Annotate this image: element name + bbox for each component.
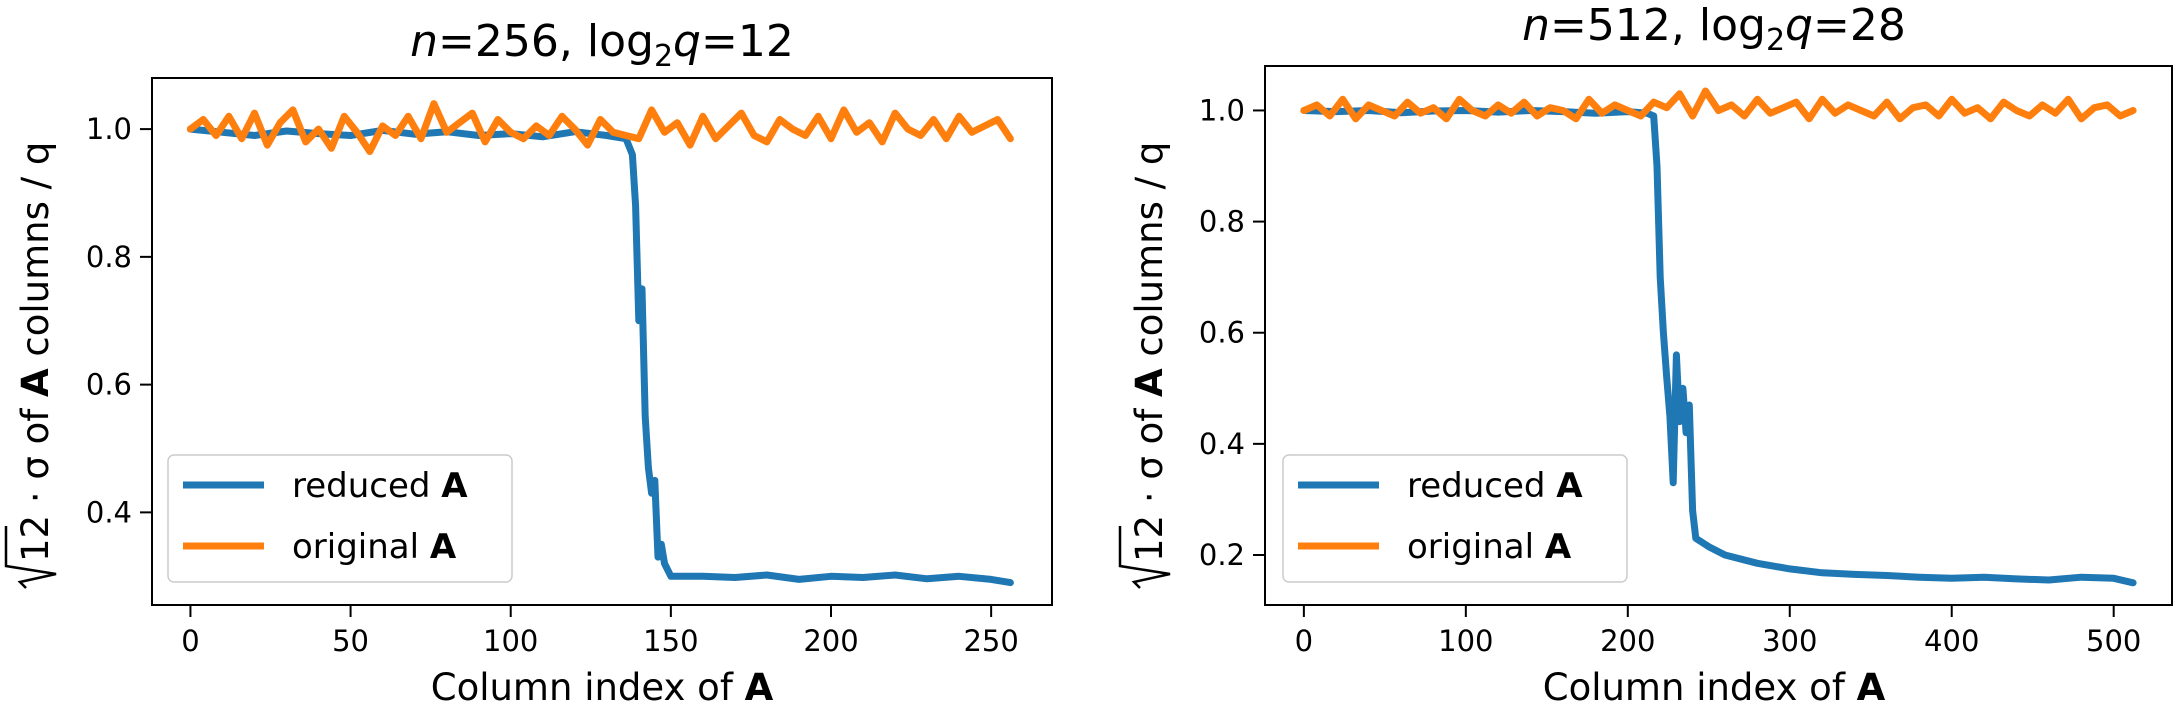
right-legend-reduced-text: reduced (1407, 466, 1556, 506)
left-y-label-bold: A (14, 368, 57, 397)
right-chart-panel: n=512, log2q=28 0 100 200 300 400 500 0.2 0.4 0.… (1118, 0, 2173, 709)
left-title-n: n (410, 16, 438, 67)
right-series-original-line (1300, 87, 2137, 123)
left-legend-reduced-text: reduced (292, 466, 441, 506)
right-legend-original-text: original (1407, 527, 1545, 567)
left-x-tick-label: 100 (483, 624, 538, 658)
right-y-label-bold: A (1128, 368, 1171, 397)
left-title-q-value: =12 (701, 16, 794, 67)
right-y-tick-label: 0.2 (1199, 538, 1245, 572)
left-legend-original-symbol: A (430, 527, 457, 567)
left-y-axis-label: 12 · σ of A columns / q (4, 142, 57, 589)
left-series-original-line (186, 100, 1014, 155)
left-y-label-sqrt-sign (4, 526, 57, 589)
left-title-log-base: 2 (654, 39, 673, 74)
right-x-tick-label: 400 (1924, 624, 1979, 658)
right-axes-frame (1264, 65, 2173, 606)
left-plot-area: 0 50 100 150 200 250 0.4 0.6 0.8 1.0 (86, 77, 1053, 658)
left-x-tick-label: 150 (643, 624, 698, 658)
right-y-tick-label: 1.0 (1199, 93, 1245, 127)
right-y-label-middle: · σ of (1128, 397, 1171, 515)
right-x-axis-label-text: Column index of (1543, 666, 1857, 709)
left-x-axis-label-text: Column index of (431, 666, 745, 709)
right-x-tick-label: 500 (2086, 624, 2141, 658)
right-x-axis-label-symbol: A (1857, 666, 1886, 709)
left-y-label-suffix: columns / q (14, 142, 57, 369)
right-x-axis-label: Column index of A (1543, 666, 1886, 709)
left-legend-reduced-label: reduced A (292, 466, 468, 506)
left-y-tick-label: 0.4 (86, 495, 132, 529)
right-x-tick-label: 100 (1438, 624, 1493, 658)
left-legend-reduced-symbol: A (441, 466, 468, 506)
left-title-q: q (673, 16, 701, 67)
left-legend-original-text: original (292, 527, 430, 567)
left-axes-frame (151, 77, 1053, 606)
left-y-label-text: 12 · σ of A columns / q (14, 142, 57, 562)
right-title-n: n (1522, 0, 1550, 51)
left-chart-title: n=256, log2q=12 (410, 16, 794, 74)
right-plot-area: 0 100 200 300 400 500 0.2 0.4 0.6 0.8 1.0 (1199, 65, 2173, 658)
left-x-tick-label: 50 (332, 624, 369, 658)
right-title-log-base: 2 (1766, 23, 1785, 58)
right-legend-original-label: original A (1407, 527, 1572, 567)
right-title-q: q (1785, 0, 1813, 51)
left-x-tick-label: 200 (803, 624, 858, 658)
right-legend: reduced A original A (1282, 454, 1628, 583)
left-chart-panel: n=256, log2q=12 0 50 100 150 200 250 0.4 0.6 0.8… (4, 16, 1053, 709)
left-legend: reduced A original A (167, 454, 513, 583)
right-y-label-suffix: columns / q (1128, 142, 1171, 369)
right-y-tick-label: 0.8 (1199, 205, 1245, 239)
right-x-tick-label: 200 (1600, 624, 1655, 658)
right-title-q-value: =28 (1813, 0, 1906, 51)
left-legend-original-label: original A (292, 527, 457, 567)
right-x-tick-label: 300 (1762, 624, 1817, 658)
left-x-tick-label: 0 (181, 624, 199, 658)
left-x-axis-label-symbol: A (745, 666, 774, 709)
right-y-label-sqrt-sign (1118, 526, 1171, 589)
right-y-tick-label: 0.6 (1199, 316, 1245, 350)
right-chart-title: n=512, log2q=28 (1522, 0, 1906, 58)
left-title-n-value: =256, log (438, 16, 654, 67)
left-y-label-sqrt-arg: 12 (14, 515, 57, 562)
right-y-axis-label: 12 · σ of A columns / q (1118, 142, 1171, 589)
right-x-tick-label: 0 (1295, 624, 1313, 658)
right-y-label-text: 12 · σ of A columns / q (1128, 142, 1171, 562)
right-y-label-sqrt-arg: 12 (1128, 515, 1171, 562)
right-title-n-value: =512, log (1550, 0, 1766, 51)
right-legend-reduced-symbol: A (1556, 466, 1583, 506)
right-series-reduced-line (1300, 107, 2137, 587)
left-y-label-middle: · σ of (14, 397, 57, 515)
right-y-tick-label: 0.4 (1199, 427, 1245, 461)
left-x-axis-label: Column index of A (431, 666, 774, 709)
left-x-tick-label: 250 (963, 624, 1018, 658)
left-y-tick-label: 0.6 (86, 368, 132, 402)
left-y-tick-label: 0.8 (86, 240, 132, 274)
left-y-tick-label: 1.0 (86, 112, 132, 146)
right-legend-reduced-label: reduced A (1407, 466, 1583, 506)
right-legend-original-symbol: A (1545, 527, 1572, 567)
